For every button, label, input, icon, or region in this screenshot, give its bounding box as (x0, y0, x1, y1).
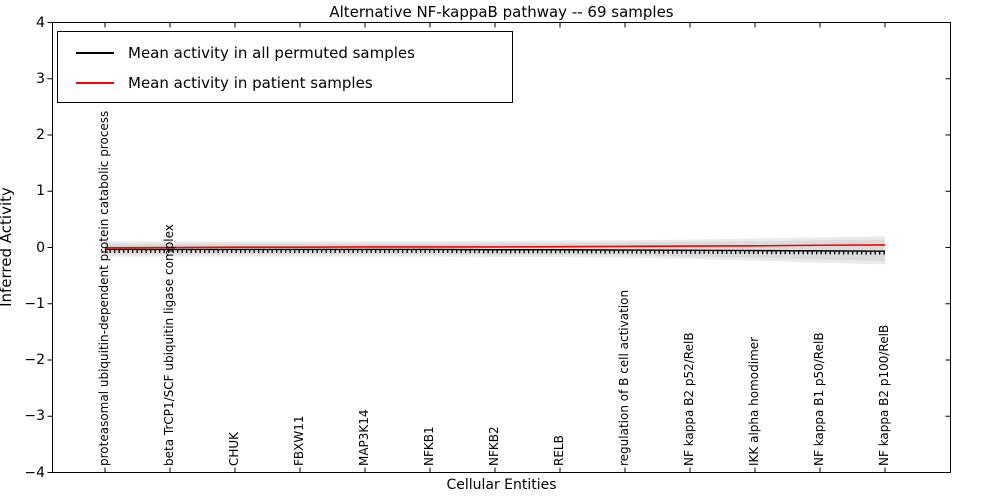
y-tick-label: −1 (24, 295, 45, 312)
legend-label-patient: Mean activity in patient samples (128, 74, 373, 92)
y-tick-label: 1 (36, 183, 45, 200)
x-tick-label: FBXW11 (292, 415, 306, 467)
x-tick-label: proteasomal ubiquitin-dependent protein … (97, 110, 111, 466)
legend-box: Mean activity in all permuted samples Me… (57, 31, 513, 103)
x-tick-label: NF kappa B2 p52/RelB (682, 332, 696, 466)
y-tick-label: 3 (36, 70, 45, 87)
y-tick-label: 4 (36, 14, 45, 31)
series-line-patient (104, 244, 886, 249)
legend-item-patient: Mean activity in patient samples (58, 68, 512, 98)
x-tick-label: NFKB2 (487, 426, 501, 466)
y-tick-label: 2 (36, 127, 45, 143)
x-tick-label: NF kappa B2 p100/RelB (877, 324, 891, 466)
x-tick-label: CHUK (227, 431, 241, 466)
legend-item-permuted: Mean activity in all permuted samples (58, 38, 512, 68)
y-tick-label: −4 (24, 464, 45, 481)
legend-label-permuted: Mean activity in all permuted samples (128, 44, 415, 62)
y-tick-label: −3 (24, 408, 45, 425)
y-tick-label: 0 (36, 239, 45, 256)
x-tick-label: RELB (552, 435, 566, 466)
x-tick-label: regulation of B cell activation (617, 289, 631, 466)
x-axis-label: Cellular Entities (446, 477, 557, 493)
x-tick-label: NF kappa B1 p50/RelB (812, 332, 826, 466)
y-tick-label: −2 (24, 352, 45, 368)
x-tick-label: MAP3K14 (357, 409, 371, 466)
x-tick-label: IKK alpha homodimer (747, 336, 761, 466)
legend-swatch-permuted (76, 52, 114, 54)
chart-title: Alternative NF-kappaB pathway -- 69 samp… (329, 3, 674, 21)
legend-swatch-patient (76, 82, 114, 84)
series-line-permuted (105, 248, 886, 252)
x-tick-label: beta TrCP1/SCF ubiquitin ligase complex (162, 224, 176, 466)
x-tick-label: NFKB1 (422, 426, 436, 466)
